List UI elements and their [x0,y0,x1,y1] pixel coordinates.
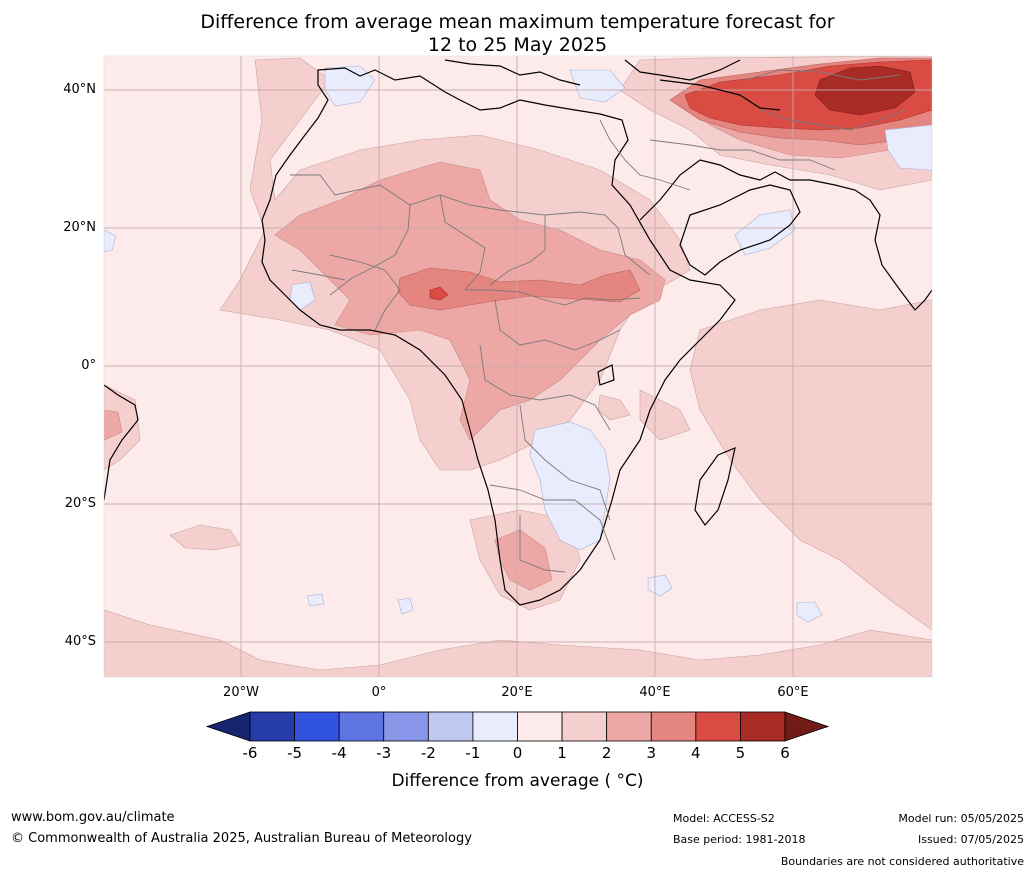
latitude-label: 40°S [64,634,96,649]
longitude-label: 40°E [639,685,671,700]
footer-url[interactable]: www.bom.gov.au/climate [11,810,175,825]
longitude-label: 20°E [501,685,533,700]
colorbar-swatch [650,711,697,742]
colorbar-tick-label: -6 [242,744,258,762]
colorbar-extend-high [784,711,830,742]
colorbar-tick-label: 6 [780,744,790,762]
colorbar-tick-label: 5 [735,744,746,762]
colorbar-swatch [294,711,340,742]
colorbar-tick-label: 3 [646,744,657,762]
coastlines [104,59,932,606]
colorbar [205,711,830,742]
latitude-label: 40°N [63,82,96,97]
colorbar-swatch [338,711,385,742]
footer-issued: Issued: 07/05/2025 [917,833,1024,846]
latitude-label: 20°S [64,496,96,511]
footer-disclaimer: Boundaries are not considered authoritat… [780,855,1024,868]
colorbar-tick-label: -5 [287,744,303,762]
map-title-line2: 12 to 25 May 2025 [427,34,608,56]
colorbar-tick-label: -2 [420,744,436,762]
country-borders [290,69,906,573]
colorbar-tick-label: 1 [557,744,567,762]
colorbar-swatch [472,711,518,742]
footer-model: Model: ACCESS-S2 [673,812,775,825]
colorbar-swatch [383,711,429,742]
colorbar-swatch [740,711,786,742]
colorbar-tick-label: -4 [331,744,347,762]
colorbar-swatch [606,711,652,742]
map-title-line1: Difference from average mean maximum tem… [200,11,835,33]
footer-base-period: Base period: 1981-2018 [673,833,806,846]
colorbar-tick-label: 4 [691,744,701,762]
longitude-label: 20°W [223,685,259,700]
latitude-label: 0° [81,358,96,373]
footer-copyright: © Commonwealth of Australia 2025, Austra… [11,831,472,846]
colorbar-swatch [517,711,563,742]
longitude-label: 0° [371,685,387,700]
latitude-label: 20°N [63,220,96,235]
colorbar-swatch [561,711,608,742]
graticule [104,56,932,677]
colorbar-extend-low [205,711,251,742]
colorbar-tick-label: 2 [601,744,612,762]
colorbar-tick-label: -1 [465,744,481,762]
colorbar-swatch [695,711,741,742]
footer-model-run: Model run: 05/05/2025 [898,812,1024,825]
colorbar-tick-label: 0 [512,744,523,762]
colorbar-swatch [249,711,295,742]
colorbar-label: Difference from average ( °C) [391,771,644,791]
colorbar-swatch [427,711,474,742]
anomaly-band-neg1-0 [104,65,932,623]
colorbar-tick-label: -3 [376,744,392,762]
longitude-label: 60°E [777,685,809,700]
